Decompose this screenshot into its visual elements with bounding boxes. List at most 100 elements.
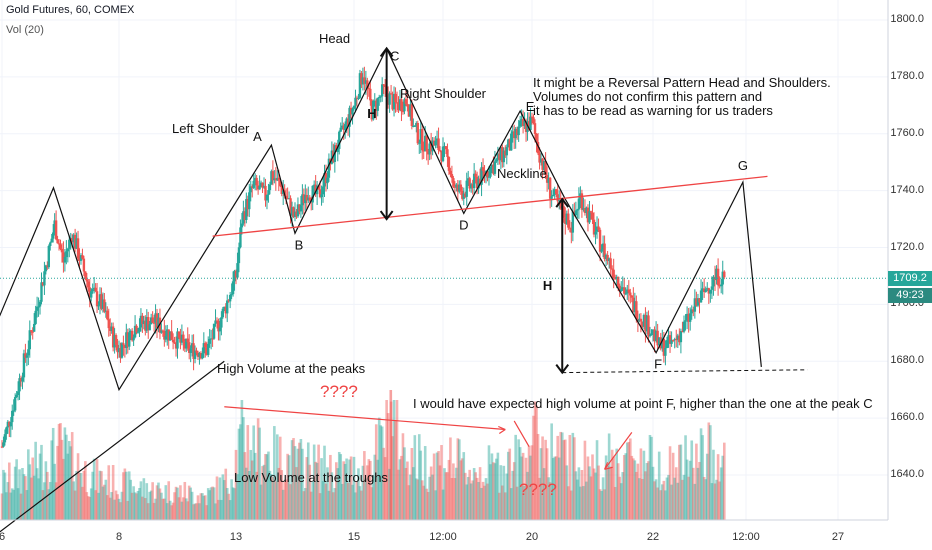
volume-bar [404, 467, 408, 520]
candle-body [521, 119, 525, 126]
volume-bar [662, 480, 666, 520]
volume-bar [6, 482, 10, 520]
volume-bar [373, 454, 377, 520]
candle-body [204, 343, 207, 348]
volume-bar [149, 490, 153, 520]
volume-bar [580, 470, 584, 520]
volume-bar [545, 448, 549, 520]
volume-bar [597, 465, 600, 520]
height-arrow-head-top [379, 46, 394, 58]
volume-bar [34, 441, 37, 520]
volume-bar [218, 477, 222, 520]
candle-body [349, 107, 353, 115]
volume-bar [701, 435, 704, 520]
volume-bar [598, 489, 602, 520]
volume-bar [187, 485, 191, 520]
volume-bar [63, 427, 67, 520]
candle-body [56, 239, 59, 244]
candle-body [372, 100, 375, 120]
candle-body [139, 315, 143, 328]
candle-body [321, 186, 325, 195]
height-label: H [367, 106, 376, 121]
candle-body [27, 349, 30, 356]
volume-bar [638, 478, 641, 520]
volume-bar [252, 425, 255, 520]
candle-body [240, 223, 244, 228]
volume-bar [348, 459, 351, 520]
volume-bar [704, 479, 707, 520]
volume-bar [15, 459, 18, 520]
volume-bar [520, 456, 523, 520]
volume-bar [419, 450, 423, 520]
candle-body [351, 108, 354, 115]
volume-bar [574, 471, 578, 520]
candle-body [133, 325, 137, 338]
volume-bar [438, 465, 442, 520]
candle-body [314, 184, 317, 195]
candle-body [394, 93, 397, 103]
volume-bar [132, 486, 135, 520]
volume-bar [431, 474, 434, 520]
volume-bar [568, 434, 572, 520]
candle-body [580, 193, 584, 210]
volume-bar [591, 454, 594, 520]
volume-bar [186, 501, 190, 520]
candle-body [307, 197, 310, 201]
volume-bar [504, 492, 507, 520]
candle-body [277, 177, 280, 181]
pattern-point-label: D [459, 217, 468, 232]
volume-bar [296, 448, 300, 520]
candle-body [15, 395, 18, 398]
volume-bar [286, 453, 289, 520]
volume-bar [212, 487, 216, 520]
candle-body [208, 338, 211, 344]
volume-bar [332, 492, 335, 520]
candle-body [46, 265, 49, 268]
candle-body [685, 313, 689, 321]
candle-body [583, 208, 587, 213]
volume-bar [12, 489, 15, 520]
high-volume-note: High Volume at the peaks [217, 361, 366, 376]
volume-bar [91, 471, 94, 520]
candle-body [236, 263, 239, 278]
candle-body [647, 315, 650, 337]
volume-bar [432, 453, 436, 520]
volume-bar [366, 465, 369, 520]
volume-bar [333, 488, 337, 520]
volume-trend-line [224, 406, 506, 431]
volume-bar [471, 480, 474, 520]
volume-bar [551, 458, 555, 520]
volume-bar [678, 444, 681, 520]
candle-body [532, 117, 535, 124]
volume-bar [435, 452, 439, 520]
price-tick-label: 1660.0 [890, 411, 924, 424]
candle-body [553, 189, 556, 195]
candle-body [54, 220, 58, 240]
volume-bar [141, 496, 144, 520]
candle-body [274, 178, 278, 181]
candle-body [94, 287, 97, 292]
volume-bar [463, 472, 467, 520]
trendline-diagonal [0, 360, 225, 533]
candle-body [145, 317, 148, 331]
candle-body [517, 126, 520, 136]
candle-body [716, 268, 720, 286]
candle-body [474, 173, 477, 177]
candle-body [623, 287, 626, 294]
volume-bar [65, 434, 68, 520]
volume-bar [501, 485, 504, 520]
volume-bar [618, 476, 622, 520]
candle-body [268, 184, 272, 191]
volume-bar [693, 483, 697, 520]
candle-body [87, 281, 90, 288]
candle-body [597, 226, 600, 230]
volume-bar [108, 497, 112, 520]
candle-body [502, 150, 506, 163]
candle-body [671, 339, 675, 341]
volume-bar [208, 490, 211, 520]
candle-body [544, 160, 547, 176]
candle-body [603, 243, 606, 260]
volume-bar [496, 452, 500, 520]
volume-bar [145, 483, 149, 520]
